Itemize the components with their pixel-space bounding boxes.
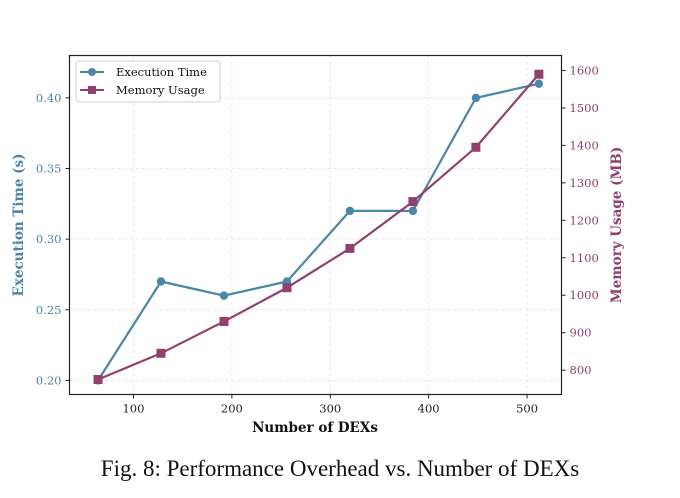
data-point-execution-time (345, 206, 355, 216)
series-line-memory-usage (97, 73, 540, 381)
data-point-memory-usage (471, 142, 481, 152)
y-axis-right-label: Memory Usage (MB) (609, 147, 625, 303)
legend-label-execution-time: Execution Time (116, 65, 207, 79)
data-point-execution-time (156, 277, 166, 286)
data-point-memory-usage (93, 375, 103, 385)
data-point-memory-usage (345, 243, 355, 253)
x-axis-label: Number of DEXs (252, 420, 378, 436)
series-line-execution-time (97, 82, 540, 381)
data-point-execution-time (408, 206, 418, 216)
figure-caption: Fig. 8: Performance Overhead vs. Number … (100, 456, 580, 481)
legend-label-memory-usage: Memory Usage (116, 83, 205, 97)
y-right-tick-label: 1500 (570, 101, 599, 115)
y-right-tick-label: 1100 (570, 251, 599, 265)
x-tick-label: 100 (122, 402, 144, 416)
legend-box (75, 60, 221, 103)
y-left-tick-label: 0.35 (36, 162, 62, 176)
data-point-memory-usage (534, 69, 544, 79)
y-left-tick-label: 0.25 (36, 303, 62, 317)
data-point-execution-time (534, 79, 544, 88)
data-point-memory-usage (408, 197, 418, 207)
y-left-tick-label: 0.30 (36, 232, 62, 246)
y-left-tick-label: 0.20 (36, 373, 62, 387)
x-tick-label: 400 (418, 402, 440, 416)
y-right-tick-label: 900 (570, 326, 592, 340)
chart: 100 200 300 400 500 0.20 0.25 0.30 0.35 0.40 800 90… (11, 54, 625, 436)
series-layer (93, 69, 544, 385)
y-left-tick-label: 0.40 (36, 91, 62, 105)
legend-marker-execution-time (88, 68, 96, 76)
ticks: 100 200 300 400 500 0.20 0.25 0.30 0.35 0.40 800 90… (36, 63, 599, 415)
data-point-memory-usage (219, 316, 229, 326)
legend-marker-memory-usage (88, 86, 96, 94)
x-tick-label: 200 (221, 402, 243, 416)
y-right-tick-label: 1000 (570, 288, 599, 302)
y-right-tick-label: 1600 (570, 63, 599, 77)
y-right-tick-label: 1400 (570, 138, 599, 152)
data-point-memory-usage (156, 348, 166, 358)
data-point-execution-time (219, 291, 229, 300)
data-point-execution-time (471, 93, 481, 103)
grid (69, 55, 562, 395)
y-right-tick-label: 1200 (570, 213, 599, 227)
y-right-tick-label: 1300 (570, 176, 599, 190)
data-point-memory-usage (282, 283, 292, 293)
legend: Execution Time Memory Usage (75, 60, 221, 103)
x-tick-label: 500 (516, 402, 538, 416)
x-tick-label: 300 (319, 402, 341, 416)
y-right-tick-label: 800 (570, 363, 592, 377)
plot-frame (68, 54, 563, 396)
y-axis-left-label: Execution Time (s) (11, 154, 27, 297)
